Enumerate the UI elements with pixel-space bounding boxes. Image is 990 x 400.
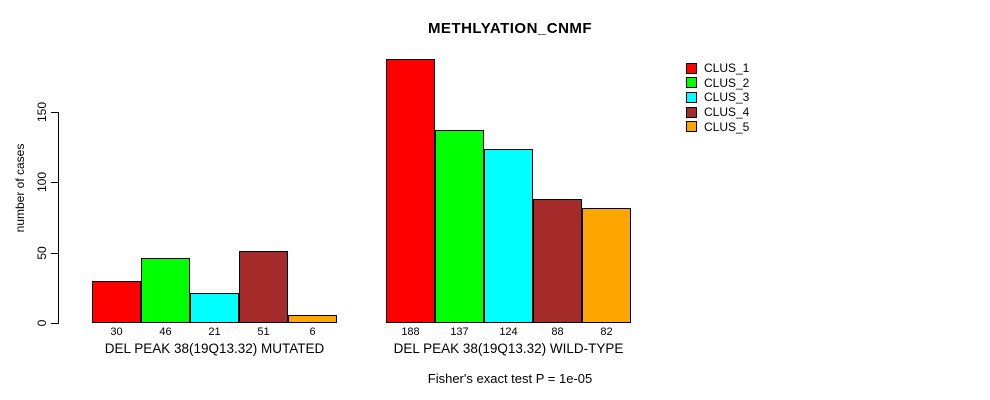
y-axis-tick-label: 50	[35, 246, 49, 260]
bar-clus-5-group-2	[582, 208, 631, 323]
bar-clus-2-group-1	[141, 258, 190, 323]
y-axis-tick	[51, 253, 58, 254]
bar-clus-4-group-2	[533, 199, 582, 323]
x-axis-group-label: DEL PEAK 38(19Q13.32) WILD-TYPE	[393, 341, 624, 356]
y-axis-tick	[51, 323, 58, 324]
bar-value-label: 21	[208, 326, 221, 338]
bar-value-label: 124	[499, 326, 518, 338]
chart-title: METHLYATION_CNMF	[427, 20, 593, 37]
bar-clus-3-group-1	[190, 293, 239, 323]
bar-clus-3-group-2	[484, 149, 533, 323]
bar-value-label: 188	[401, 326, 420, 338]
fisher-test-caption: Fisher's exact test P = 1e-05	[427, 371, 593, 386]
x-axis-group-label: DEL PEAK 38(19Q13.32) MUTATED	[104, 341, 325, 356]
bar-value-label: 88	[551, 326, 564, 338]
bar-value-label: 6	[309, 326, 316, 338]
y-axis-tick	[51, 182, 58, 183]
bar-value-label: 82	[600, 326, 613, 338]
bar-clus-2-group-2	[435, 130, 484, 323]
bar-clus-5-group-1	[288, 315, 337, 323]
y-axis-tick	[51, 112, 58, 113]
bar-clus-4-group-1	[239, 251, 288, 323]
bar-clus-1-group-2	[386, 59, 435, 323]
y-axis-tick-label: 0	[35, 319, 49, 327]
bar-value-label: 30	[110, 326, 123, 338]
y-axis-tick-label: 100	[35, 171, 49, 193]
bar-value-label: 137	[450, 326, 469, 338]
y-axis-tick-label: 150	[35, 101, 49, 123]
bar-value-label: 51	[257, 326, 270, 338]
bar-value-label: 46	[159, 326, 172, 338]
y-axis-line	[58, 112, 59, 324]
bar-clus-1-group-1	[92, 281, 141, 323]
